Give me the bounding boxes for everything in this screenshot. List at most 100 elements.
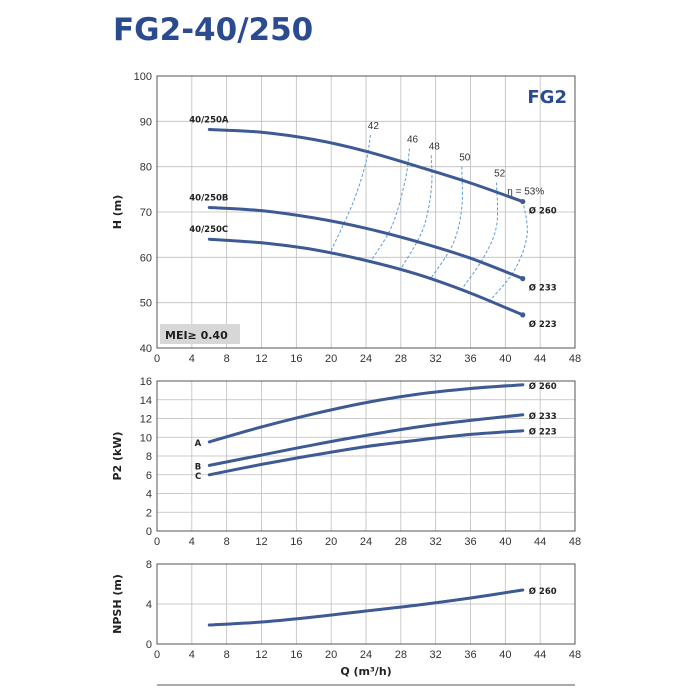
series-label: B [195,462,201,472]
y-tick-label: 14 [140,395,152,407]
x-tick-label: 40 [499,649,511,661]
series-label: 40/250B [189,193,228,203]
efficiency-line [330,134,371,251]
x-tick-label: 24 [360,353,372,365]
mei-label: MEI≥ 0.40 [165,329,228,342]
efficiency-label: 42 [368,121,380,132]
series-line [207,128,525,204]
x-tick-label: 40 [499,353,511,365]
x-tick-label: 8 [224,353,230,365]
mei-box [160,324,240,344]
series-label: 40/250C [189,225,228,235]
x-tick-label: 20 [325,536,337,548]
x-tick-label: 24 [360,536,372,548]
series-family-badge: FG2 [527,87,567,108]
series-end-label: Ø 260 [529,381,557,392]
x-tick-label: 48 [569,649,581,661]
y-tick-label: 16 [140,376,152,388]
efficiency-label: 48 [429,141,441,152]
y-tick-label: 50 [140,298,152,310]
efficiency-label: 46 [407,135,419,146]
series-end-label: Ø 223 [529,427,557,438]
y-tick-label: 4 [146,489,152,501]
x-tick-label: 8 [224,536,230,548]
y-tick-label: 80 [140,162,152,174]
y-tick-label: 100 [134,71,152,83]
x-tick-label: 32 [430,649,442,661]
y-axis-label: H (m) [111,195,124,230]
x-tick-label: 20 [325,649,337,661]
y-tick-label: 8 [146,451,152,463]
y-tick-label: 0 [146,639,152,651]
y-tick-label: 70 [140,207,152,219]
efficiency-line [400,155,433,269]
series-label: A [195,439,202,449]
efficiency-label: 50 [459,153,471,164]
x-tick-label: 4 [189,536,195,548]
y-tick-label: 2 [146,507,152,519]
series-line [207,237,525,317]
y-tick-label: 60 [140,252,152,264]
efficiency-label: η = 53% [507,187,544,198]
x-tick-label: 20 [325,353,337,365]
x-tick-label: 4 [189,353,195,365]
x-axis-label: Q (m³/h) [340,665,391,678]
x-tick-label: 48 [569,536,581,548]
efficiency-line [430,166,463,278]
x-tick-label: 0 [154,353,160,365]
plot-border [156,75,576,349]
x-tick-label: 24 [360,649,372,661]
x-tick-label: 16 [290,649,302,661]
plot-border [156,563,576,645]
x-tick-label: 4 [189,649,195,661]
head-chart: 0 4 8 12 16 20 24 28 32 36 40 44 48405060708090100H … [111,71,581,365]
x-tick-label: 12 [255,353,267,365]
series-label: 40/250A [189,115,229,125]
series-end-label: Ø 260 [529,206,557,217]
x-tick-label: 28 [395,353,407,365]
x-tick-label: 12 [255,649,267,661]
efficiency-line [369,148,410,263]
efficiency-label: 52 [494,169,506,180]
series-end-label: Ø 260 [529,586,557,597]
y-tick-label: 90 [140,116,152,128]
y-axis-label: P2 (kW) [111,431,124,480]
x-tick-label: 12 [255,536,267,548]
x-tick-label: 8 [224,649,230,661]
y-tick-label: 6 [146,470,152,482]
x-tick-label: 0 [154,536,160,548]
series-end-point [520,198,526,205]
series-end-label: Ø 223 [529,319,557,330]
x-tick-label: 36 [464,536,476,548]
x-tick-label: 36 [464,649,476,661]
plot-border [156,380,576,532]
series-line [207,429,525,477]
series-end-point [520,276,526,282]
series-end-label: Ø 233 [529,411,557,422]
x-tick-label: 36 [464,353,476,365]
x-tick-label: 28 [395,536,407,548]
x-tick-label: 44 [534,353,546,365]
y-tick-label: 8 [146,559,152,571]
x-tick-label: 44 [534,536,546,548]
efficiency-line [487,200,528,304]
x-tick-label: 16 [290,353,302,365]
series-line [207,383,525,444]
series-end-label: Ø 233 [529,283,557,294]
x-tick-label: 44 [534,649,546,661]
y-tick-label: 10 [140,432,152,444]
y-tick-label: 4 [146,599,152,611]
y-tick-label: 12 [140,414,152,426]
x-tick-label: 40 [499,536,511,548]
x-tick-label: 32 [430,536,442,548]
series-line [207,588,525,627]
x-tick-label: 32 [430,353,442,365]
series-line [207,206,525,281]
x-tick-label: 0 [154,649,160,661]
y-tick-label: 0 [146,526,152,538]
y-tick-label: 40 [140,343,152,355]
series-label: C [195,472,201,482]
